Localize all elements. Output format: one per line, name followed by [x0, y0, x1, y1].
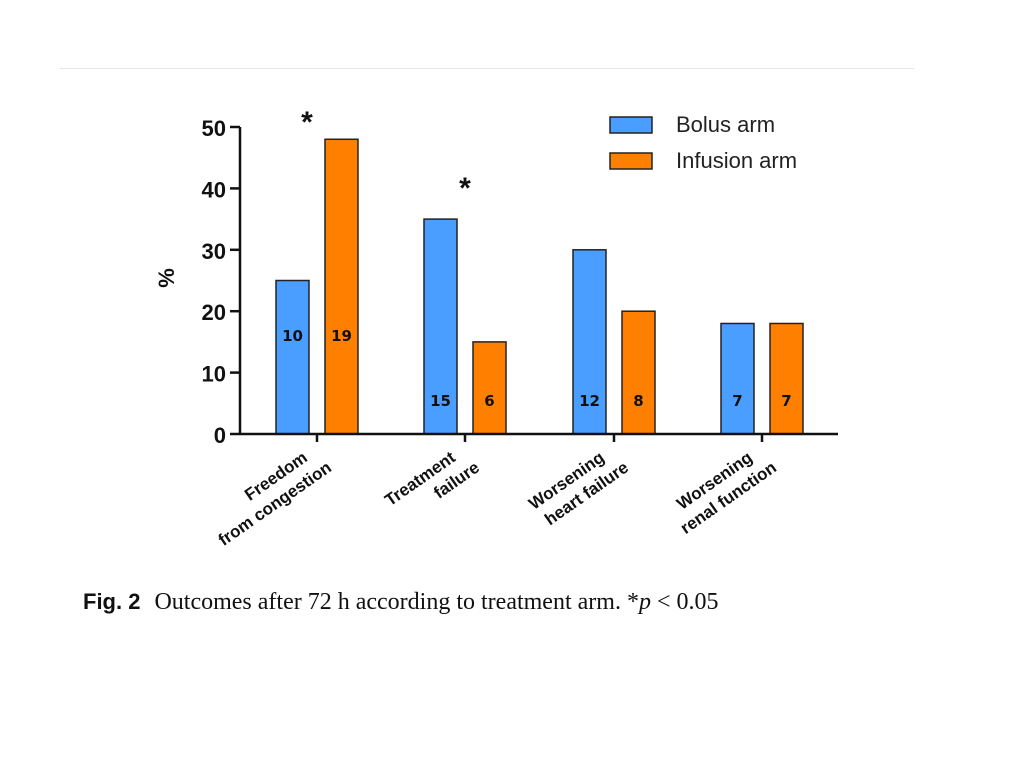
bar-infusion — [769, 322, 804, 435]
bar-chart: 0 10 20 30 40 50% 10 15 12 7 19 6 8 7 Freedomfrom cong… — [154, 106, 838, 550]
x-category-label: Worseningheart failure — [525, 440, 632, 532]
y-tick-label: 40 — [202, 177, 226, 202]
y-tick-label: 20 — [202, 300, 226, 325]
y-tick-label: 10 — [202, 362, 226, 387]
x-category-label: Freedomfrom congestion — [202, 440, 335, 550]
x-category-label: Treatmentfailure — [381, 440, 483, 528]
bar-infusion — [621, 310, 656, 435]
significance-asterisk: * — [459, 172, 471, 205]
bar-bolus — [720, 322, 755, 435]
legend-swatch-infusion — [609, 152, 653, 170]
bar-count-label: 19 — [331, 327, 352, 345]
y-tick-label: 50 — [202, 116, 226, 141]
bar-bolus — [572, 249, 607, 435]
bar-infusion — [324, 138, 359, 435]
bar-bolus — [275, 279, 310, 435]
bar-infusion — [472, 341, 507, 435]
figure-label: Fig. 2 — [83, 589, 141, 614]
bar-count-label: 6 — [484, 392, 494, 410]
bar-count-label: 8 — [633, 392, 643, 410]
bar-count-label: 15 — [430, 392, 451, 410]
figure-caption: Fig. 2 Outcomes after 72 h according to t… — [83, 589, 719, 616]
bar-bolus — [423, 218, 458, 435]
y-tick-label: 30 — [202, 239, 226, 264]
legend-label-bolus: Bolus arm — [676, 112, 775, 137]
caption-text: Outcomes after 72 h according to treatme… — [154, 589, 639, 615]
bar-count-label: 10 — [282, 327, 303, 345]
caption-threshold: < 0.05 — [650, 589, 719, 615]
caption-p-symbol: p — [638, 589, 651, 615]
legend-swatch-bolus — [609, 116, 653, 134]
bar-count-label: 7 — [732, 392, 742, 410]
y-tick-label: 0 — [214, 423, 226, 448]
significance-asterisk: * — [301, 106, 313, 139]
bar-count-label: 12 — [579, 392, 600, 410]
legend-label-infusion: Infusion arm — [676, 148, 797, 173]
y-axis-label: % — [154, 268, 179, 288]
x-category-label: Worseningrenal function — [664, 440, 780, 538]
top-divider — [60, 68, 914, 69]
bar-count-label: 7 — [781, 392, 791, 410]
